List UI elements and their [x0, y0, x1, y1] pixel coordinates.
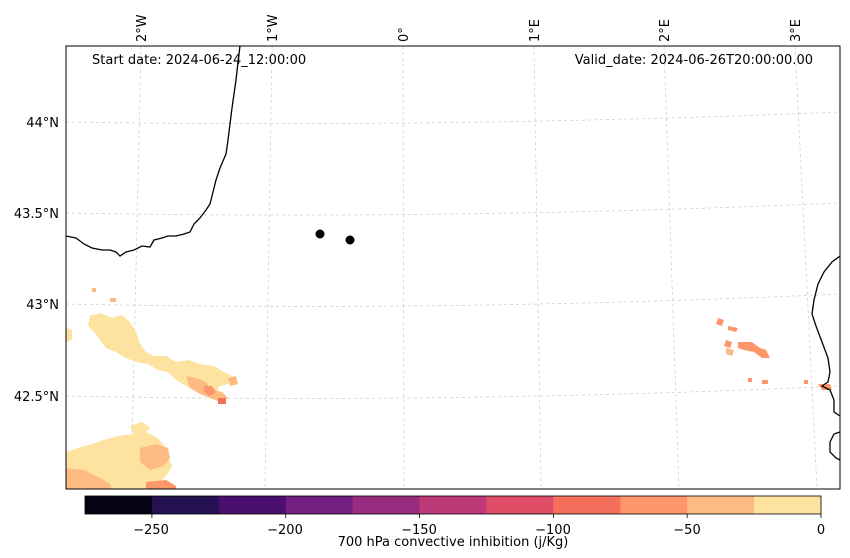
- start-date-label: Start date: 2024-06-24_12:00:00: [92, 53, 306, 68]
- map-content: [66, 46, 840, 489]
- colorbar-segment: [85, 496, 153, 514]
- cin-patch: [748, 378, 752, 382]
- colorbar-tick-labels: −250 −200 −150 −100 −50 0: [133, 523, 825, 538]
- lat-label-42-5n: 42.5°N: [14, 390, 59, 405]
- longitude-labels: 2°W 1°W 0° 1°E 2°E 3°E: [135, 14, 804, 42]
- cin-patch: [110, 298, 116, 302]
- colorbar-border: [84, 495, 822, 515]
- cin-patch: [66, 328, 72, 342]
- colorbar-segment: [687, 496, 755, 514]
- lon-label-0: 0°: [397, 27, 412, 42]
- lon-label-2e: 2°E: [658, 19, 673, 42]
- coastline-east: [811, 255, 840, 417]
- meridian-line: [533, 46, 542, 489]
- colorbar-ticks: [151, 514, 822, 518]
- station-marker: [345, 235, 355, 245]
- lat-label-43n: 43°N: [26, 298, 59, 313]
- cin-patch: [218, 398, 226, 404]
- valid-date-label: Valid_date: 2024-06-26T20:00:00.00: [575, 53, 813, 68]
- colorbar-tick-label: 0: [817, 523, 825, 538]
- cin-patch: [92, 288, 96, 292]
- meridian-line: [794, 46, 818, 489]
- parallel-line: [66, 385, 840, 399]
- meridian-line: [130, 46, 142, 489]
- cin-patch: [724, 340, 732, 348]
- colorbar-tick-label: −200: [267, 523, 303, 538]
- colorbar-segment: [419, 496, 487, 514]
- cin-fill: [66, 288, 832, 489]
- parallel-line: [66, 202, 840, 216]
- colorbar-tick-label: −100: [535, 523, 571, 538]
- cin-patch: [204, 386, 216, 396]
- meridian-line: [663, 46, 680, 489]
- parallel-line: [66, 111, 840, 125]
- colorbar-segment: [754, 496, 822, 514]
- cin-patch: [762, 380, 768, 384]
- lon-label-1w: 1°W: [266, 14, 281, 42]
- colorbar-segment: [486, 496, 554, 514]
- station-marker: [315, 229, 325, 239]
- graticule: [66, 46, 840, 489]
- coastline: [66, 46, 840, 461]
- parallel-line: [66, 293, 840, 307]
- cin-patch: [728, 326, 738, 332]
- coastline-east-lower: [829, 431, 840, 461]
- lat-label-44n: 44°N: [26, 116, 59, 131]
- colorbar-tick-label: −50: [673, 523, 700, 538]
- meridian-line: [402, 46, 405, 489]
- colorbar-segment: [151, 496, 220, 514]
- lat-label-43-5n: 43.5°N: [14, 207, 59, 222]
- colorbar-segment: [218, 496, 287, 514]
- cin-patch: [738, 342, 770, 358]
- cin-patch: [228, 376, 238, 386]
- lon-label-3e: 3°E: [789, 19, 804, 42]
- colorbar-segments: [85, 496, 822, 514]
- coastline-biscay: [66, 46, 241, 257]
- cin-patch: [130, 422, 150, 434]
- colorbar-segment: [553, 496, 621, 514]
- colorbar-tick-label: −250: [133, 523, 169, 538]
- colorbar-title: 700 hPa convective inhibition (j/Kg): [338, 535, 569, 550]
- cin-patch: [66, 468, 112, 489]
- cin-patch: [716, 318, 724, 326]
- meridian-line: [264, 46, 273, 489]
- colorbar-segment: [620, 496, 688, 514]
- cin-patch: [804, 380, 808, 384]
- latitude-labels: 44°N 43.5°N 43°N 42.5°N: [14, 116, 59, 405]
- cin-patch: [140, 444, 170, 470]
- lon-label-2w: 2°W: [135, 14, 150, 42]
- cin-patch: [88, 313, 232, 396]
- map-frame-background: [66, 46, 840, 489]
- colorbar-segment: [352, 496, 421, 514]
- colorbar-tick-label: −150: [401, 523, 437, 538]
- map-frame-border: [65, 45, 841, 490]
- lon-label-1e: 1°E: [528, 19, 543, 42]
- colorbar-segment: [285, 496, 354, 514]
- cin-patch: [146, 480, 176, 489]
- colorbar: −250 −200 −150 −100 −50 0 700 hPa convec…: [84, 495, 825, 550]
- cin-patch: [726, 348, 734, 356]
